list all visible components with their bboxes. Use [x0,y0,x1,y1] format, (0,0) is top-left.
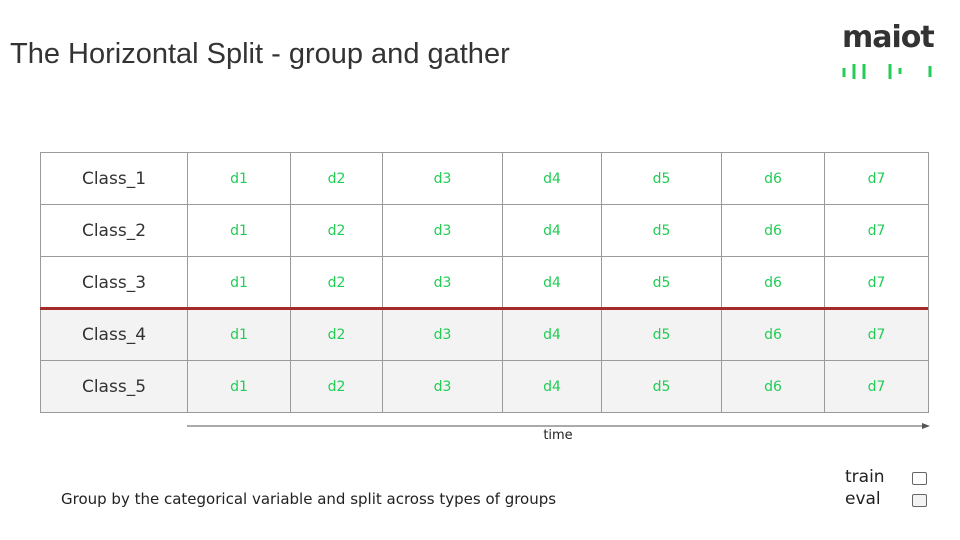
data-cell: d7 [824,152,929,205]
data-cell: d7 [824,360,929,413]
legend-label: eval [845,489,881,509]
axis-label: time [543,428,573,443]
data-cell: d4 [502,360,602,413]
data-cell: d5 [601,204,722,257]
data-cell: d6 [721,204,825,257]
data-cell: d6 [721,308,825,361]
data-cell: d2 [290,360,383,413]
data-cell: d2 [290,204,383,257]
data-cell: d5 [601,152,722,205]
row-label: Class_1 [40,152,188,205]
data-cell: d6 [721,152,825,205]
time-arrow [187,423,930,429]
caption: Group by the categorical variable and sp… [61,490,557,508]
data-cell: d7 [824,256,929,309]
data-cell: d7 [824,308,929,361]
legend-checkbox [912,472,927,485]
data-cell: d2 [290,308,383,361]
data-cell: d2 [290,152,383,205]
data-cell: d4 [502,152,602,205]
data-cell: d6 [721,360,825,413]
logo: maiot [842,20,935,55]
data-cell: d3 [382,152,503,205]
data-cell: d1 [187,204,291,257]
row-label: Class_3 [40,256,188,309]
row-label: Class_4 [40,308,188,361]
row-label: Class_2 [40,204,188,257]
data-cell: d4 [502,256,602,309]
data-cell: d3 [382,256,503,309]
data-cell: d6 [721,256,825,309]
data-cell: d2 [290,256,383,309]
data-cell: d3 [382,308,503,361]
data-cell: d1 [187,308,291,361]
split-line [40,307,928,310]
data-cell: d3 [382,360,503,413]
data-cell: d1 [187,256,291,309]
legend-label: train [845,467,885,487]
data-cell: d1 [187,360,291,413]
data-cell: d1 [187,152,291,205]
data-cell: d3 [382,204,503,257]
row-label: Class_5 [40,360,188,413]
data-cell: d5 [601,308,722,361]
data-cell: d4 [502,308,602,361]
title: The Horizontal Split - group and gather [10,38,510,70]
legend-checkbox [912,494,927,507]
data-cell: d7 [824,204,929,257]
logo-bars [842,64,932,79]
data-cell: d5 [601,360,722,413]
data-cell: d4 [502,204,602,257]
data-cell: d5 [601,256,722,309]
